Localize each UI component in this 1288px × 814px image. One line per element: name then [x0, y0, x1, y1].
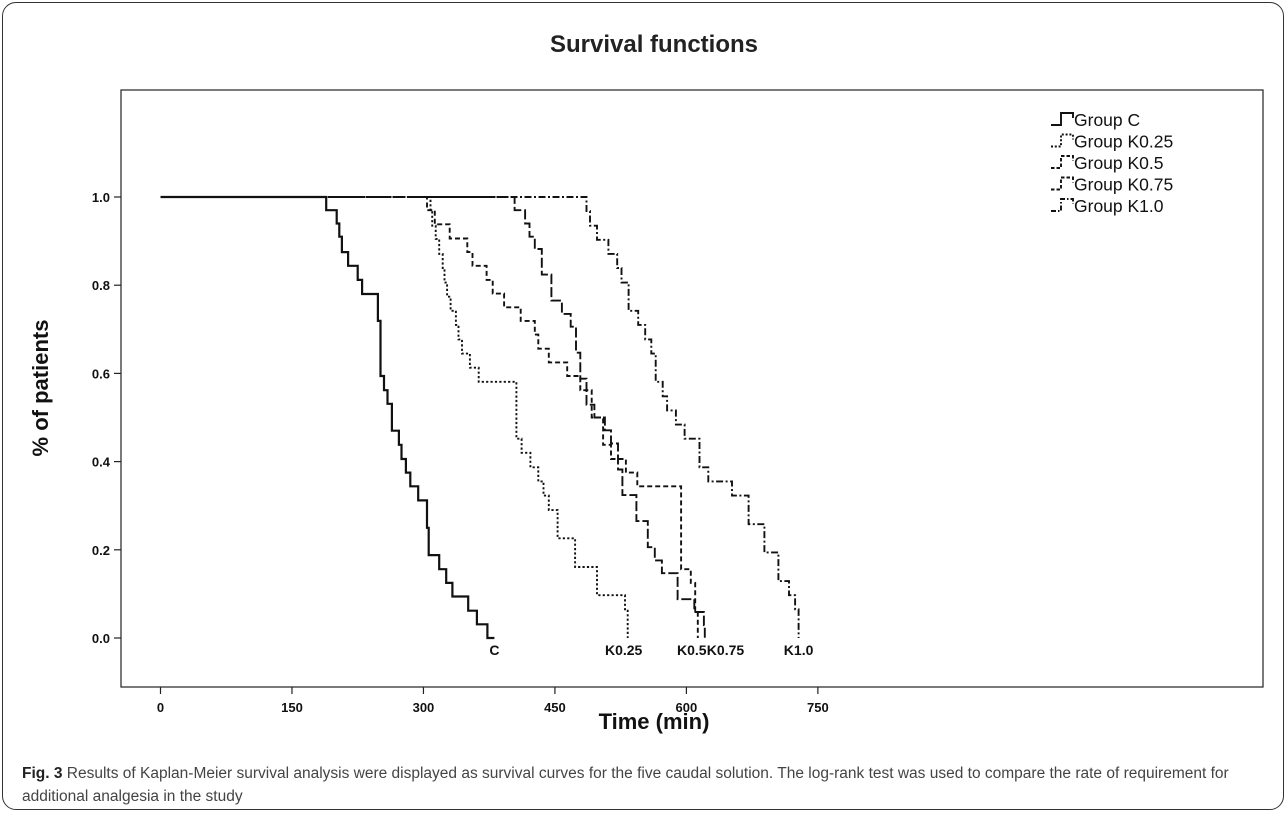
y-tick-label-1: 1.0	[92, 190, 110, 205]
chart-title: Survival functions	[550, 31, 758, 58]
y-tick-label-0: 0.0	[92, 631, 110, 646]
end-label-group-k0-25: K0.25	[605, 642, 643, 658]
legend-symbol-0	[1051, 112, 1074, 126]
legend-symbol-1	[1051, 133, 1074, 148]
survival-chart: Survival functions 0 150 300 450 600 750 0.0 0.…	[28, 31, 1264, 734]
y-tick-label-0.2: 0.2	[92, 543, 110, 558]
x-tick-label-150: 150	[281, 700, 303, 715]
legend-label-2: Group K0.5	[1074, 153, 1164, 173]
end-label-group-k0-75: K0.75	[707, 642, 745, 658]
axis-ticks: 0 150 300 450 600 750 0.0 0.2 0.4 0.6 0.8 1.0	[92, 190, 829, 715]
y-axis-label: % of patients	[28, 320, 53, 457]
curve-end-labels: C K0.25 K0.5 K0.75 K1.0	[489, 642, 813, 658]
end-label-group-k0-5: K0.5	[677, 642, 707, 658]
curve-group-c	[160, 195, 495, 640]
caption-label: Fig. 3	[22, 765, 63, 782]
legend-symbol-2	[1051, 155, 1074, 169]
curve-group-k1-0	[160, 196, 800, 638]
x-tick-label-0: 0	[157, 700, 164, 715]
end-label-group-k1-0: K1.0	[784, 642, 814, 658]
curve-group-k0-75	[160, 196, 706, 638]
x-tick-label-300: 300	[413, 700, 435, 715]
x-tick-label-600: 600	[676, 700, 698, 715]
plot-area-border	[120, 89, 1264, 688]
y-tick-label-0.6: 0.6	[92, 366, 110, 381]
y-tick-label-0.8: 0.8	[92, 278, 110, 293]
y-tick-label-0.4: 0.4	[92, 455, 111, 470]
legend-label-0: Group C	[1074, 110, 1140, 130]
legend-symbol-3	[1051, 176, 1074, 191]
curve-group-k0-5	[160, 196, 699, 638]
legend-label-3: Group K0.75	[1074, 175, 1173, 195]
x-tick-label-750: 750	[807, 700, 829, 715]
x-axis-label: Time (min)	[599, 709, 710, 734]
survival-curves	[160, 195, 800, 640]
legend-symbol-4	[1051, 198, 1074, 212]
legend-label-4: Group K1.0	[1074, 196, 1164, 216]
end-label-group-c: C	[489, 642, 499, 658]
curve-group-k0-25	[160, 196, 629, 638]
legend-label-1: Group K0.25	[1074, 132, 1173, 152]
x-tick-label-450: 450	[544, 700, 566, 715]
caption-text: Results of Kaplan-Meier survival analysi…	[22, 765, 1229, 805]
figure-caption: Fig. 3 Results of Kaplan-Meier survival …	[22, 762, 1267, 808]
